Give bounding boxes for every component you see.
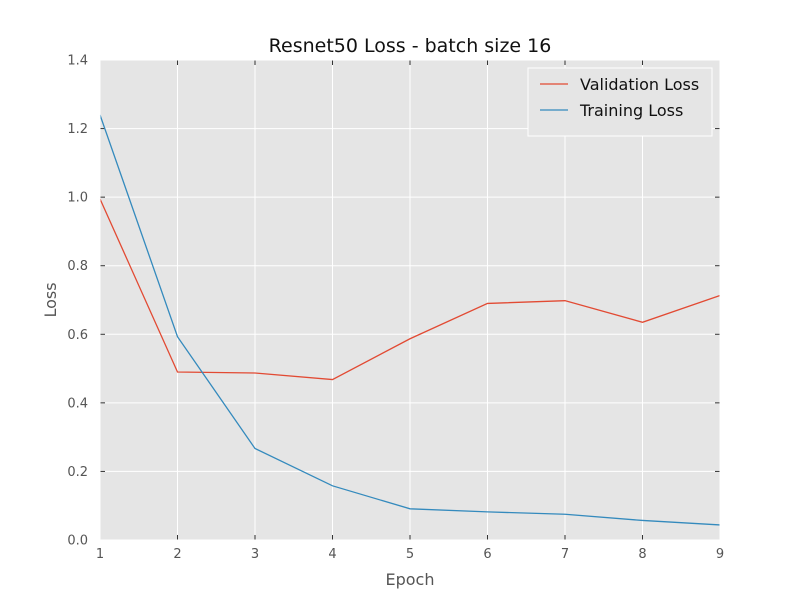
series-lines <box>99 114 721 526</box>
series-line-training-loss <box>99 114 721 526</box>
x-tick-label: 1 <box>96 547 104 562</box>
series-line-validation-loss <box>99 198 721 381</box>
x-tick-label: 8 <box>638 547 646 562</box>
y-tick-label: 0.0 <box>67 534 88 549</box>
x-tick-label: 4 <box>328 547 336 562</box>
x-tick-label: 2 <box>173 547 181 562</box>
y-tick-label: 1.0 <box>67 191 88 206</box>
y-tick-label: 0.2 <box>67 465 88 480</box>
axis-ticks: 1 2 3 4 5 6 7 8 9 0.0 0.2 0.4 0.6 0.8 1.0 1.2 1.4 <box>67 54 724 563</box>
x-tick-label: 7 <box>561 547 569 562</box>
y-axis-label: Loss <box>41 282 60 317</box>
x-tick-label: 6 <box>483 547 491 562</box>
legend-label: Validation Loss <box>580 75 699 94</box>
x-tick-label: 5 <box>406 547 414 562</box>
x-axis-label: Epoch <box>386 570 435 589</box>
legend: Validation Loss Training Loss <box>527 67 713 137</box>
y-tick-label: 0.8 <box>67 259 88 274</box>
y-tick-label: 0.4 <box>67 396 88 411</box>
x-tick-label: 9 <box>716 547 724 562</box>
y-tick-label: 0.6 <box>67 328 88 343</box>
y-tick-label: 1.2 <box>67 122 88 137</box>
plot-frame <box>99 59 721 541</box>
legend-box <box>527 67 713 137</box>
y-tick-label: 1.4 <box>67 54 88 69</box>
chart-title: Resnet50 Loss - batch size 16 <box>269 35 552 57</box>
legend-label: Training Loss <box>579 101 683 120</box>
x-tick-label: 3 <box>251 547 259 562</box>
